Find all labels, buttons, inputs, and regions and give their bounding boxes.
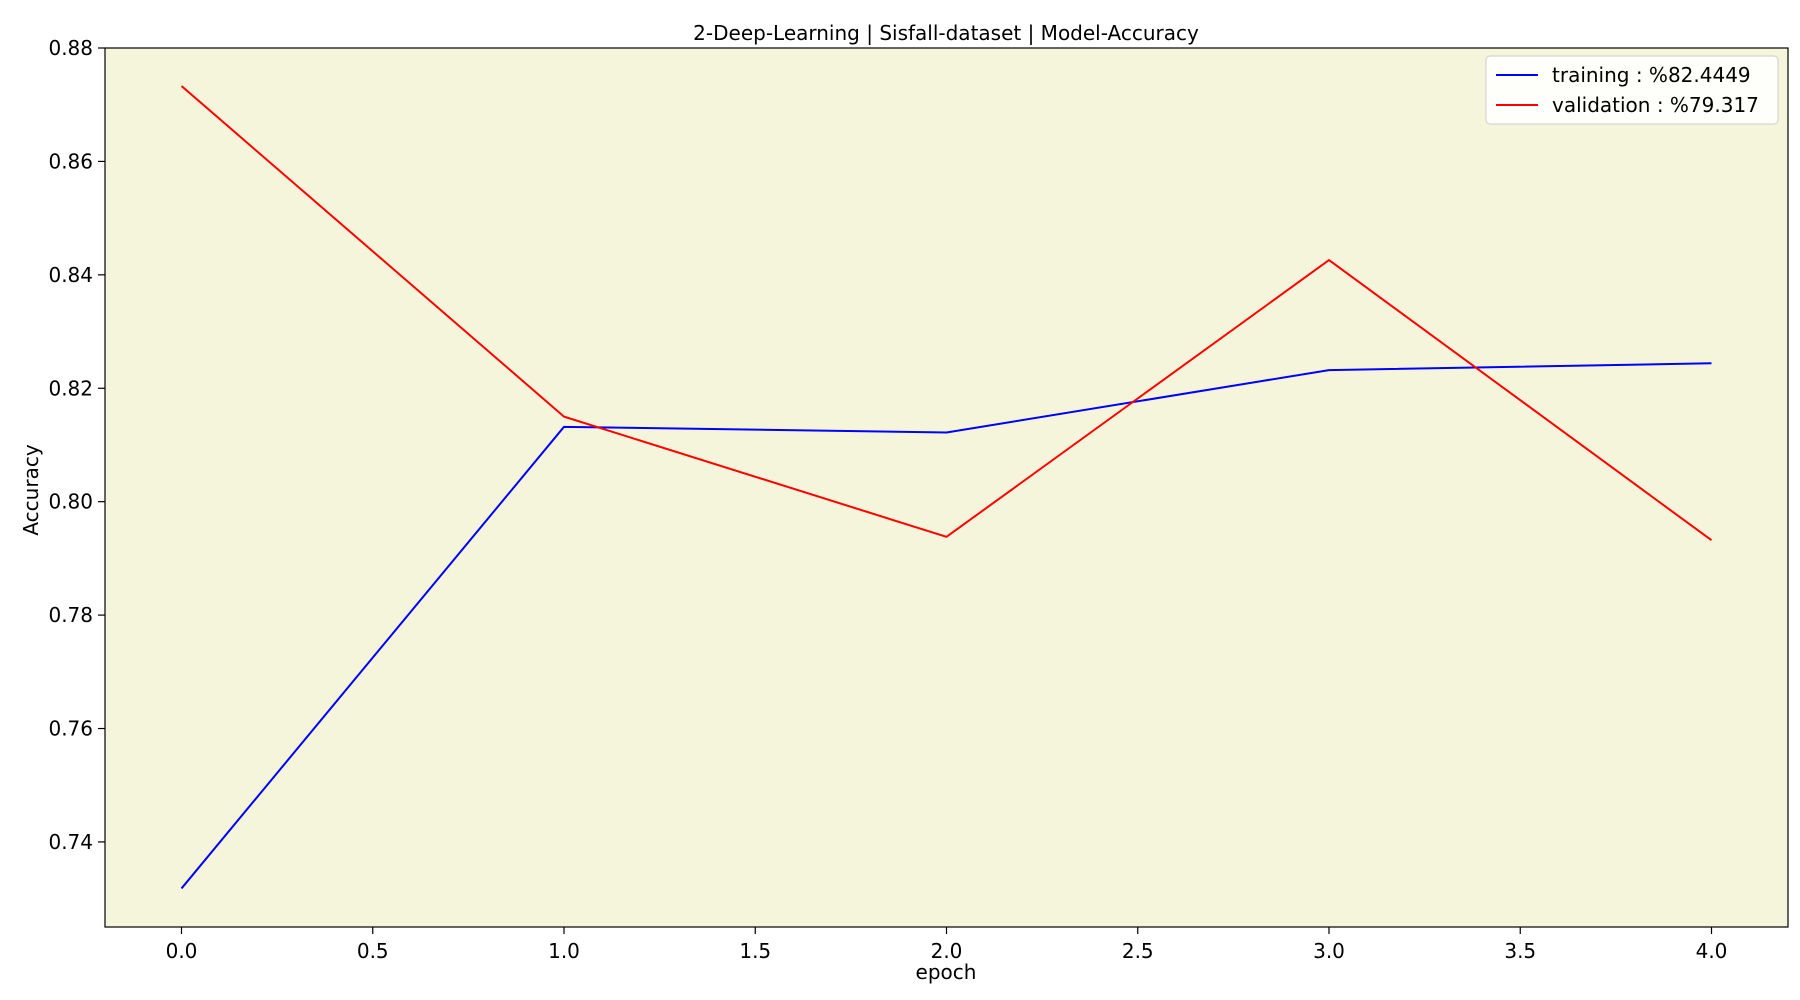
x-tick-label: 0.5 [357, 939, 389, 963]
y-tick-label: 0.88 [48, 36, 93, 60]
legend-label-validation: validation : %79.317 [1552, 93, 1759, 117]
plot-area [104, 47, 1789, 928]
chart-title: 2-Deep-Learning | Sisfall-dataset | Mode… [693, 21, 1199, 45]
y-axis-ticks: 0.74 0.76 0.78 0.80 0.82 0.84 0.86 0.88 [48, 36, 105, 854]
y-tick-label: 0.80 [48, 490, 93, 514]
x-tick-label: 3.0 [1313, 939, 1345, 963]
y-tick-label: 0.84 [48, 263, 93, 287]
x-tick-label: 4.0 [1696, 939, 1728, 963]
x-axis-ticks: 0.0 0.5 1.0 1.5 2.0 2.5 3.0 3.5 4.0 [166, 927, 1728, 963]
x-tick-label: 1.5 [739, 939, 771, 963]
series-lines [180, 85, 1713, 890]
x-axis-title: epoch [916, 960, 977, 984]
legend-box [1485, 55, 1779, 125]
y-axis-title: Accuracy [19, 444, 43, 535]
y-tick-label: 0.74 [48, 830, 93, 854]
legend: training : %82.4449 validation : %79.317 [1485, 55, 1779, 125]
y-tick-label: 0.86 [48, 149, 93, 173]
series-line-training [180, 362, 1712, 890]
x-tick-label: 1.0 [548, 939, 580, 963]
x-tick-label: 2.5 [1122, 939, 1154, 963]
legend-label-training: training : %82.4449 [1552, 63, 1751, 87]
y-tick-label: 0.78 [48, 603, 93, 627]
series-line-validation [180, 85, 1713, 542]
y-tick-label: 0.76 [48, 717, 93, 741]
x-tick-label: 3.5 [1504, 939, 1536, 963]
x-tick-label: 0.0 [166, 939, 198, 963]
x-tick-label: 2.0 [931, 939, 963, 963]
y-tick-label: 0.82 [48, 376, 93, 400]
